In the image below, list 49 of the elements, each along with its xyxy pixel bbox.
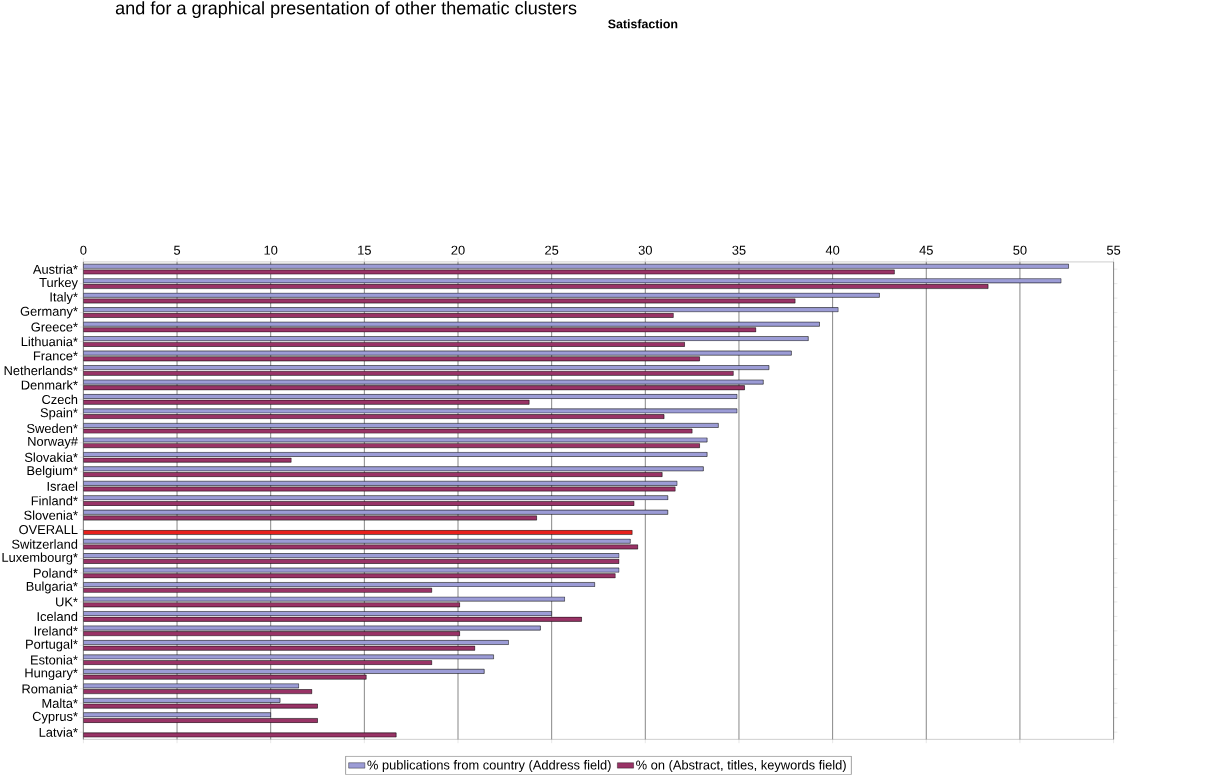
y-tick-label: Bulgaria* bbox=[26, 581, 78, 594]
y-tick-label: Malta* bbox=[42, 698, 78, 709]
y-tick-label: Hungary* bbox=[25, 668, 78, 681]
y-tick-label: Austria* bbox=[32, 264, 78, 274]
y-tick-label: Slovenia* bbox=[24, 510, 78, 520]
y-tick-label: Luxembourg* bbox=[2, 552, 78, 565]
x-tick-label: 20 bbox=[451, 245, 465, 255]
x-tick-label: 50 bbox=[1013, 245, 1027, 255]
y-tick-label: Czech bbox=[42, 394, 78, 405]
y-tick-label: Switzerland bbox=[12, 539, 78, 549]
y-tick-label: Greece* bbox=[31, 322, 78, 332]
y-tick-label: Denmark* bbox=[21, 380, 78, 390]
chart-title: Satisfaction bbox=[608, 19, 678, 29]
x-tick-label: 10 bbox=[264, 245, 278, 255]
y-tick-label: Turkey bbox=[39, 277, 78, 290]
y-tick-label: Finland* bbox=[31, 496, 78, 506]
x-tick-label: 55 bbox=[1106, 245, 1121, 255]
x-tick-label: 5 bbox=[173, 245, 181, 255]
x-tick-label: 0 bbox=[80, 245, 87, 255]
y-tick-label: Cyprus* bbox=[32, 711, 78, 724]
y-tick-label: Israel bbox=[47, 481, 78, 491]
y-tick-label: UK* bbox=[56, 597, 78, 607]
y-tick-label: OVERALL bbox=[19, 525, 78, 535]
y-tick-label: Romania* bbox=[22, 684, 78, 694]
text: and for a graphical presentation of other thematic clusters bbox=[115, 1, 577, 19]
y-tick-label: France* bbox=[33, 351, 78, 361]
x-tick-label: 15 bbox=[358, 245, 371, 255]
legend-label: % on (Abstract, titles, keywords field) bbox=[636, 760, 846, 773]
x-tick-label: 45 bbox=[919, 245, 933, 255]
y-tick-label: Slovakia* bbox=[24, 452, 78, 463]
y-tick-label: Germany* bbox=[20, 306, 78, 319]
legend-label: % publications from country (Address field) bbox=[367, 760, 611, 773]
y-tick-label: Lithuania* bbox=[21, 336, 78, 347]
y-tick-label: Ireland* bbox=[34, 626, 78, 636]
y-tick-label: Spain* bbox=[40, 407, 78, 420]
y-tick-label: Sweden* bbox=[27, 423, 78, 434]
y-tick-label: Netherlands* bbox=[4, 365, 78, 376]
y-tick-label: Italy* bbox=[50, 292, 78, 305]
y-tick-label: Portugal* bbox=[26, 639, 78, 652]
x-tick-label: 40 bbox=[825, 245, 840, 255]
y-tick-label: Belgium* bbox=[27, 465, 78, 478]
y-tick-label: Norway# bbox=[28, 437, 78, 449]
y-tick-label: Latvia* bbox=[39, 727, 78, 737]
y-tick-label: Iceland bbox=[37, 611, 78, 622]
y-tick-label: Estonia* bbox=[31, 655, 78, 665]
x-tick-label: 35 bbox=[732, 245, 746, 255]
x-tick-label: 30 bbox=[638, 245, 652, 255]
x-tick-label: 25 bbox=[545, 245, 559, 255]
y-tick-label: Poland* bbox=[33, 568, 78, 578]
